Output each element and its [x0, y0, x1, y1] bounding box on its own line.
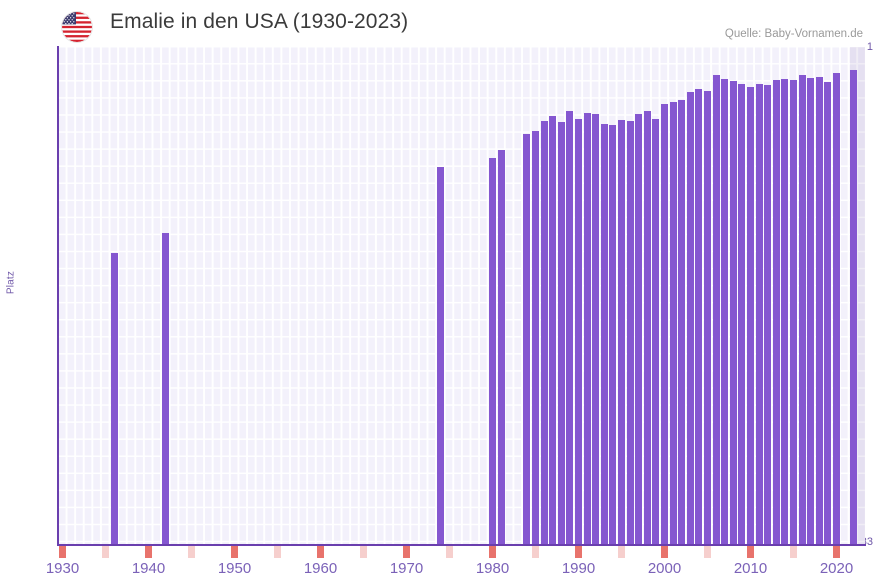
bar[interactable]	[704, 90, 711, 545]
bar[interactable]	[523, 134, 531, 545]
bar[interactable]	[566, 111, 574, 545]
bar-series	[58, 47, 865, 545]
x-tick-major	[833, 546, 840, 558]
bar[interactable]	[729, 81, 737, 545]
bar[interactable]	[738, 84, 746, 545]
source-attribution: Quelle: Baby-Vornamen.de	[724, 28, 863, 40]
x-axis-tick-label: 1960	[303, 560, 338, 577]
bar[interactable]	[600, 124, 608, 545]
bar[interactable]	[652, 118, 660, 545]
x-tick-minor	[446, 546, 453, 558]
bar[interactable]	[489, 158, 496, 545]
bar[interactable]	[669, 101, 677, 545]
y-axis-line	[57, 46, 59, 546]
x-tick-minor	[532, 546, 539, 558]
bar[interactable]	[678, 100, 686, 545]
x-tick-major	[489, 546, 496, 558]
bar[interactable]	[686, 92, 694, 545]
bar[interactable]	[162, 232, 170, 545]
plot-area	[58, 47, 865, 545]
bar[interactable]	[540, 121, 548, 545]
bar[interactable]	[618, 119, 625, 545]
x-axis-tick-label: 1930	[45, 560, 80, 577]
x-axis-tick-label: 1950	[217, 560, 252, 577]
x-tick-major	[661, 546, 668, 558]
y-axis-top-label: 1	[866, 41, 873, 53]
bar[interactable]	[824, 81, 832, 545]
bar[interactable]	[626, 121, 634, 545]
bar[interactable]	[575, 118, 582, 545]
bar[interactable]	[110, 252, 118, 545]
x-tick-minor	[188, 546, 195, 558]
bar[interactable]	[609, 125, 617, 545]
bar[interactable]	[549, 116, 557, 545]
x-tick-major	[575, 546, 582, 558]
bar[interactable]	[790, 79, 797, 545]
x-axis-tick-label: 2010	[733, 560, 768, 577]
us-flag-icon	[62, 12, 92, 42]
bar[interactable]	[437, 166, 445, 545]
bar[interactable]	[815, 76, 823, 545]
bar[interactable]	[772, 80, 780, 545]
bar[interactable]	[557, 121, 565, 545]
x-tick-minor	[790, 546, 797, 558]
bar[interactable]	[497, 149, 505, 545]
x-axis-tick-label: 1970	[389, 560, 424, 577]
y-axis-title: Platz	[5, 270, 17, 295]
x-axis-tick-label: 2020	[819, 560, 854, 577]
bar[interactable]	[532, 131, 539, 545]
x-tick-major	[317, 546, 324, 558]
x-axis-tick-strip	[58, 546, 865, 558]
x-tick-major	[231, 546, 238, 558]
x-axis-tick-label: 1980	[475, 560, 510, 577]
x-axis-tick-label: 2000	[647, 560, 682, 577]
bar[interactable]	[807, 78, 815, 545]
x-tick-major	[403, 546, 410, 558]
bar[interactable]	[695, 88, 703, 545]
bar[interactable]	[755, 83, 763, 545]
x-tick-minor	[360, 546, 367, 558]
bar[interactable]	[661, 103, 668, 545]
x-axis-labels: 1930 1940 1950 1960 1970 1980 1990 2000 2010 2020	[0, 560, 873, 587]
bar[interactable]	[747, 87, 754, 545]
x-axis-tick-label: 1940	[131, 560, 166, 577]
x-axis-tick-label: 1990	[561, 560, 596, 577]
page-title: Emalie in den USA (1930-2023)	[110, 10, 409, 33]
bar[interactable]	[764, 84, 772, 545]
bar[interactable]	[712, 75, 720, 545]
x-tick-minor	[704, 546, 711, 558]
x-tick-minor	[618, 546, 625, 558]
bar[interactable]	[833, 73, 840, 545]
bar[interactable]	[781, 79, 789, 545]
bar[interactable]	[643, 110, 651, 545]
bar[interactable]	[721, 79, 729, 545]
x-axis-line	[57, 544, 866, 546]
bar[interactable]	[583, 113, 591, 545]
x-tick-minor	[102, 546, 109, 558]
x-tick-major	[59, 546, 66, 558]
bar[interactable]	[850, 69, 858, 545]
x-tick-major	[747, 546, 754, 558]
chart-header: Emalie in den USA (1930-2023) Quelle: Ba…	[0, 0, 873, 46]
bar[interactable]	[592, 114, 600, 545]
bar[interactable]	[635, 114, 643, 545]
bar[interactable]	[798, 75, 806, 545]
x-tick-major	[145, 546, 152, 558]
x-tick-minor	[274, 546, 281, 558]
